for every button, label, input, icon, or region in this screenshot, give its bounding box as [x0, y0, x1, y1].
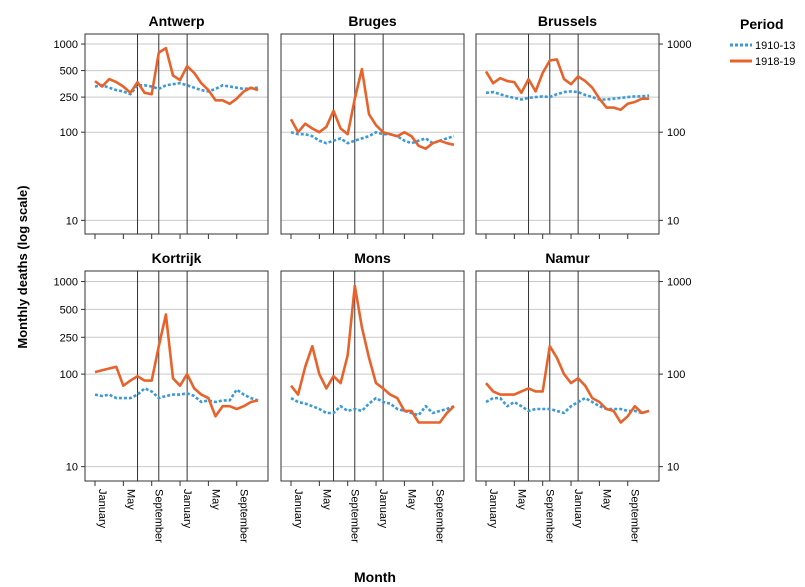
panel-antwerp: Antwerp 10 100 250 500 1000 — [54, 13, 269, 239]
y-tick-label: 10 — [66, 215, 78, 227]
series-line-1918-19 — [289, 67, 455, 150]
y-tick-label: 250 — [60, 332, 78, 344]
panel-namur: Namur 10 100 1000 January May September January… — [475, 250, 691, 543]
panel-title: Namur — [545, 250, 590, 266]
x-tick-label: May — [320, 489, 332, 510]
panel-frame — [84, 270, 269, 482]
x-tick-label: January — [572, 489, 584, 529]
series-line-1910-13 — [485, 90, 650, 101]
series-line-1918-19 — [94, 313, 259, 418]
y-tick-label: 500 — [60, 304, 78, 316]
x-tick-label: May — [600, 489, 612, 510]
series-line-1910-13 — [485, 396, 650, 415]
panel-title: Kortrijk — [152, 250, 202, 266]
y-tick-label: 100 — [60, 127, 78, 139]
x-tick-label: September — [349, 489, 361, 543]
x-tick-label: May — [124, 489, 136, 510]
y-tick-label: 1000 — [54, 277, 78, 289]
panel-frame — [84, 33, 269, 235]
x-tick-label: September — [238, 489, 250, 543]
legend-title: Period — [740, 16, 784, 32]
y-tick-label: 10 — [667, 462, 679, 474]
series-line-1910-13 — [94, 81, 259, 96]
x-tick-label: September — [153, 489, 165, 543]
legend-label: 1918-19 — [755, 56, 795, 68]
x-tick-label: January — [487, 489, 499, 529]
x-tick-label: May — [405, 489, 417, 510]
y-axis-title: Monthly deaths (log scale) — [15, 185, 30, 348]
panel-frame — [280, 33, 465, 235]
series-line-1910-13 — [290, 130, 455, 145]
y-tick-label: 1000 — [54, 39, 78, 51]
y-tick-label: 1000 — [667, 277, 691, 289]
x-axis-title: Month — [354, 569, 396, 585]
legend: Period 1910-13 1918-19 — [730, 16, 795, 68]
y-tick-label: 10 — [66, 462, 78, 474]
panel-frame — [280, 270, 465, 482]
panel-title: Antwerp — [149, 13, 205, 29]
legend-entries: 1910-13 1918-19 — [730, 40, 795, 68]
panel-title: Mons — [354, 250, 391, 266]
y-tick-label: 100 — [667, 369, 685, 381]
x-tick-label: September — [629, 489, 641, 543]
series-line-1918-19 — [484, 58, 649, 111]
x-tick-label: January — [181, 489, 193, 529]
x-tick-label: January — [292, 489, 304, 529]
series-line-1918-19 — [485, 344, 650, 424]
y-tick-label: 10 — [667, 215, 679, 227]
series-line-1918-19 — [289, 284, 455, 424]
series-line-1910-13 — [94, 387, 259, 404]
panel-brussels: Brussels 10 100 1000 — [475, 13, 691, 239]
y-tick-label: 500 — [60, 66, 78, 78]
y-tick-label: 1000 — [667, 39, 691, 51]
panel-kortrijk: Kortrijk 10 100 250 500 1000 January May Septemb… — [54, 250, 269, 543]
x-tick-label: January — [96, 489, 108, 529]
panel-bruges: Bruges — [280, 13, 465, 239]
x-tick-label: May — [209, 489, 221, 510]
x-tick-label: September — [434, 489, 446, 543]
y-tick-label: 250 — [60, 92, 78, 104]
panels: Antwerp 10 100 250 500 1000 Bruges Brussels 10 10… — [54, 13, 692, 543]
series-line-1918-19 — [94, 46, 259, 106]
panel-title: Brussels — [538, 13, 597, 29]
panel-title: Bruges — [348, 13, 396, 29]
panel-frame — [475, 33, 660, 235]
series-line-1910-13 — [290, 396, 455, 417]
y-tick-label: 100 — [60, 369, 78, 381]
panel-frame — [475, 270, 660, 482]
x-tick-label: January — [377, 489, 389, 529]
y-tick-label: 100 — [667, 127, 685, 139]
panel-mons: Mons January May September January May Septemb… — [280, 250, 465, 543]
x-tick-label: September — [544, 489, 556, 543]
legend-label: 1910-13 — [755, 40, 795, 52]
x-tick-label: May — [515, 489, 527, 510]
